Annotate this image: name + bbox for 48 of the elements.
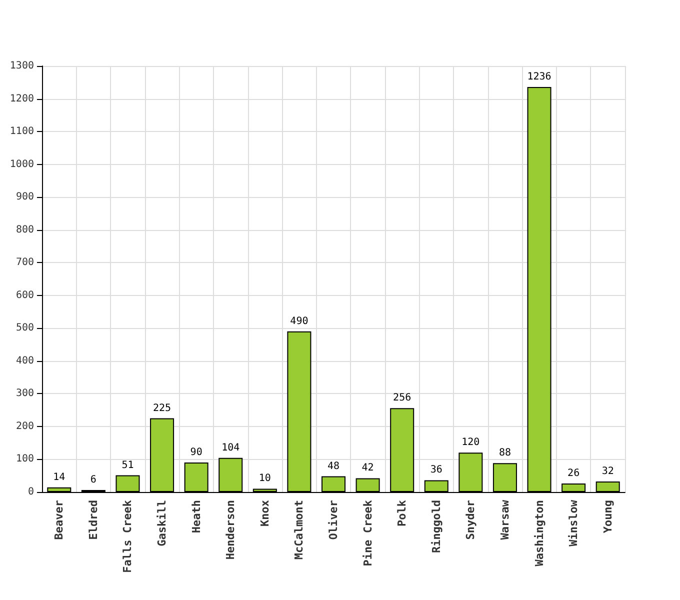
x-tick-label: Warsaw (498, 500, 512, 540)
data-label: 88 (498, 448, 511, 459)
y-tick-label: 1100 (10, 126, 34, 138)
y-tick-label: 800 (16, 224, 34, 236)
x-tick-label: Oliver (327, 500, 340, 540)
x-tick-label: Young (601, 500, 614, 534)
x-tick-label: Gaskill (156, 500, 169, 546)
x-tick-label: Knox (258, 500, 272, 526)
x-tick-label: Snyder (464, 500, 478, 540)
data-label: 42 (362, 462, 374, 474)
y-tick-label: 600 (16, 290, 34, 301)
x-tick-label: McCalmont (292, 500, 306, 560)
data-label: 51 (122, 460, 134, 471)
data-label: 10 (258, 473, 271, 484)
y-tick-label: 200 (16, 420, 34, 432)
y-tick-label: 1200 (10, 93, 34, 104)
data-label: 48 (327, 460, 340, 472)
x-tick-label: Heath (190, 500, 203, 534)
y-tick-label: 900 (16, 192, 34, 203)
y-tick-label: 1000 (10, 158, 34, 170)
data-label: 36 (430, 464, 442, 476)
y-tick-label: 100 (16, 454, 34, 465)
x-tick-label: Eldred (86, 500, 100, 540)
x-tick-label: Falls Creek (121, 500, 134, 573)
data-label: 6 (90, 474, 96, 486)
y-tick-label: 400 (16, 355, 34, 366)
data-label: 256 (393, 392, 412, 404)
x-tick-label: Ringgold (430, 500, 443, 553)
x-tick-label: Henderson (224, 500, 238, 560)
x-tick-label: Winslow (567, 500, 580, 546)
x-tick-label: Beaver (52, 500, 66, 540)
data-label: 14 (53, 472, 66, 483)
data-label: 26 (568, 468, 580, 479)
x-tick-label: Polk (396, 500, 409, 526)
y-tick-label: 700 (16, 257, 34, 268)
data-label: 225 (153, 402, 172, 414)
y-tick-label: 1300 (10, 60, 34, 72)
data-label: 32 (602, 466, 614, 478)
data-label: 120 (462, 437, 480, 448)
y-tick-label: 0 (28, 486, 34, 498)
data-label: 1236 (527, 71, 552, 82)
y-tick-label: 500 (16, 322, 34, 334)
y-tick-label: 300 (16, 388, 34, 400)
x-tick-label: Pine Creek (361, 500, 374, 566)
data-label: 490 (290, 316, 308, 327)
x-tick-label: Washington (532, 500, 546, 566)
data-label: 104 (222, 442, 240, 454)
data-label: 90 (190, 447, 202, 458)
